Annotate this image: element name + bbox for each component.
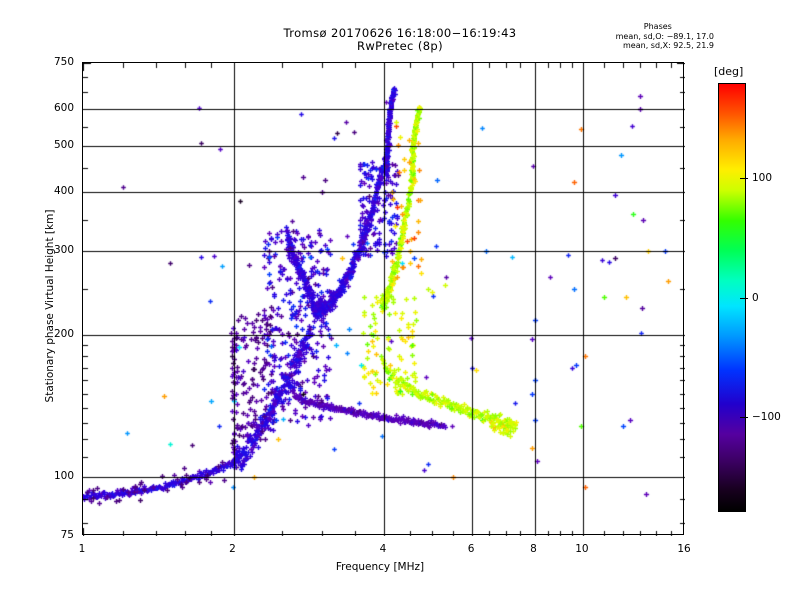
y-tick-label: 100 [53,469,74,482]
colorbar-tick-label: 0 [752,291,759,304]
phase-stats-x: mean, sd,X: 92.5, 21.9 [623,41,714,51]
scatter-data-layer [83,63,685,536]
y-tick-label: 200 [53,327,74,340]
colorbar-tick-label: 100 [752,172,773,185]
y-tick-label: 500 [53,139,74,152]
x-tick-label: 2 [229,543,236,555]
plot-title: Tromsø 20170626 16:18:00−16:19:43 RwPret… [0,27,800,53]
y-tick-label: 75 [60,529,74,541]
y-tick-label: 300 [53,244,74,257]
y-tick-label: 600 [53,101,74,114]
y-tick-label: 400 [53,185,74,198]
phase-stats-o: mean, sd,O: −89.1, 17.0 [615,31,714,41]
y-axis-label: Stationary phase Virtual Height [km] [44,209,56,403]
colorbar-tick-mark [740,178,748,180]
x-tick-label: 8 [530,543,537,555]
colorbar-tick-mark [740,416,748,418]
x-tick-label: 6 [467,543,475,555]
colorbar-tick-label: −100 [752,410,781,423]
phase-stats: Phases mean, sd,O: −89.1, 17.0 mean, sd,… [616,22,714,51]
x-tick-label: 16 [677,543,691,555]
x-axis-label: Frequency [MHz] [335,561,425,573]
y-tick-label: 750 [53,56,74,68]
plot-title-line1: Tromsø 20170626 16:18:00−16:19:43 [283,26,517,40]
x-tick-label: 4 [379,543,387,555]
x-tick-label: 1 [78,543,86,555]
phase-stats-heading: Phases [643,22,672,31]
plot-title-line2: RwPretec (8p) [356,39,444,53]
x-tick-label: 10 [575,543,589,555]
colorbar-tick-mark [740,297,748,299]
plot-area[interactable] [82,62,685,536]
colorbar-unit-label: [deg] [714,65,744,78]
